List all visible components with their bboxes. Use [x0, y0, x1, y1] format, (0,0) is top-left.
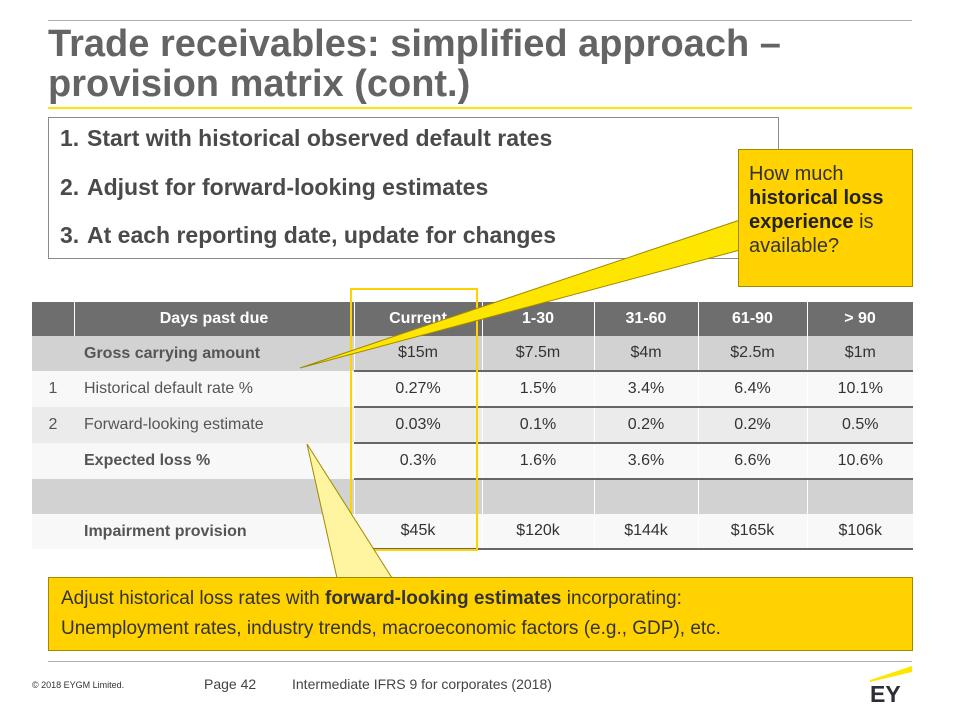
step-number: 2.: [60, 174, 80, 200]
top-divider: [48, 20, 912, 21]
step-text: At each reporting date, update for chang…: [87, 222, 557, 248]
table-row: [32, 479, 913, 514]
table-cell: 0.5%: [806, 407, 913, 444]
slide-title-line2: provision matrix (cont.): [48, 63, 471, 105]
row-index: [32, 514, 74, 549]
forward-looking-line1: Adjust historical loss rates with forwar…: [61, 584, 900, 614]
table-cell: 3.4%: [593, 371, 698, 408]
table-cell: 0.2%: [593, 407, 698, 444]
table-cell: [593, 479, 698, 514]
table-header-cell: [32, 302, 75, 336]
forward-looking-text: Adjust historical loss rates with: [61, 588, 325, 609]
table-cell: $106k: [806, 514, 913, 550]
forward-looking-callout: Adjust historical loss rates with forwar…: [48, 577, 913, 651]
footer-divider: [48, 661, 912, 662]
historical-loss-callout: How much historical loss experience is a…: [738, 149, 913, 287]
table-cell: 3.6%: [593, 443, 698, 480]
step-text: Start with historical observed default r…: [87, 125, 553, 151]
table-cell: 6.4%: [697, 371, 807, 408]
forward-looking-line2: Unemployment rates, industry trends, mac…: [61, 618, 721, 639]
step-text: Adjust for forward-looking estimates: [87, 174, 489, 200]
table-header-cell: 31-60: [594, 302, 699, 336]
title-underline: [48, 107, 912, 109]
table-cell: $144k: [593, 514, 698, 550]
ey-logo: EY: [870, 666, 912, 706]
copyright-notice: © 2018 EYGM Limited.: [32, 680, 125, 690]
row-label: Impairment provision: [74, 514, 354, 549]
table-header-cell: Days past due: [74, 302, 355, 336]
row-label: Forward-looking estimate: [74, 407, 354, 443]
course-title: Intermediate IFRS 9 for corporates (2018…: [292, 676, 552, 692]
table-cell: $7.5m: [481, 336, 594, 372]
table-cell: 10.6%: [806, 443, 913, 480]
steps-box: 1. Start with historical observed default…: [48, 117, 779, 259]
row-index: [32, 479, 74, 514]
table-cell: $4m: [593, 336, 698, 372]
table-cell: 0.27%: [353, 371, 482, 408]
table-cell: $165k: [697, 514, 807, 550]
page-number: Page 42: [204, 676, 257, 692]
step-3: 3. At each reporting date, update for cha…: [60, 222, 556, 249]
callout-text-end: is available?: [749, 211, 874, 257]
table-cell: 0.1%: [481, 407, 594, 444]
table-row: Impairment provision $45k $120k $144k $1…: [32, 514, 913, 550]
table-cell: [481, 479, 594, 514]
table-cell: 0.2%: [697, 407, 807, 444]
table-cell: 1.6%: [481, 443, 594, 480]
current-column-highlight: [350, 288, 478, 551]
table-cell: $2.5m: [697, 336, 807, 372]
table-header-cell: 1-30: [482, 302, 595, 336]
table-cell: 0.03%: [353, 407, 482, 444]
slide-title: Trade receivables: simplified approach –…: [48, 24, 912, 104]
callout-bold-text: historical loss experience: [749, 187, 884, 233]
row-index: 1: [32, 371, 74, 407]
ey-logo-beam: [870, 666, 912, 682]
table-cell: 1.5%: [481, 371, 594, 408]
row-index: 2: [32, 407, 74, 443]
table-cell: 10.1%: [806, 371, 913, 408]
table-cell: $1m: [806, 336, 913, 372]
table-header-cell: 61-90: [698, 302, 808, 336]
table-cell: $120k: [481, 514, 594, 550]
ey-logo-text: EY: [870, 681, 901, 706]
row-label: Expected loss %: [74, 443, 354, 479]
table-cell: 6.6%: [697, 443, 807, 480]
forward-looking-bold-text: forward-looking estimates: [325, 588, 562, 609]
step-2: 2. Adjust for forward-looking estimates: [60, 174, 488, 201]
row-index: [32, 443, 74, 479]
forward-looking-text-end: incorporating:: [561, 588, 682, 609]
table-row: 1 Historical default rate % 0.27% 1.5% 3…: [32, 371, 913, 408]
table-row: 2 Forward-looking estimate 0.03% 0.1% 0.…: [32, 407, 913, 444]
table-cell: [697, 479, 807, 514]
row-label: Historical default rate %: [74, 371, 354, 407]
row-label: [74, 479, 354, 514]
row-index: [32, 336, 74, 371]
table-cell: [806, 479, 913, 514]
step-number: 3.: [60, 222, 80, 248]
row-label: Gross carrying amount: [74, 336, 354, 371]
table-header-cell: > 90: [807, 302, 914, 336]
step-number: 1.: [60, 125, 80, 151]
step-1: 1. Start with historical observed default…: [60, 125, 552, 152]
callout-text: How much: [749, 163, 844, 185]
slide-title-line1: Trade receivables: simplified approach –: [48, 23, 781, 65]
